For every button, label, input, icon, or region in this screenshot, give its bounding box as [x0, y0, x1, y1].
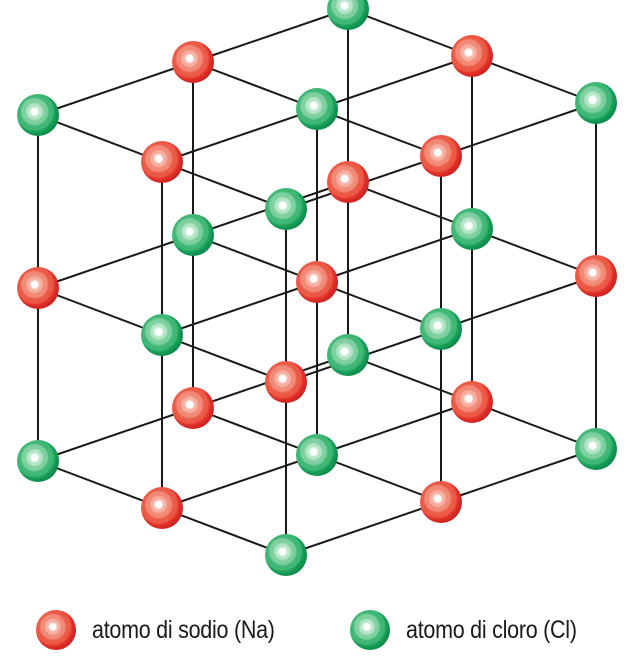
bond-line [37, 61, 194, 116]
bond-line [161, 454, 318, 509]
bond-line [316, 454, 442, 503]
bond-line [347, 181, 473, 230]
bond-line [37, 114, 163, 163]
sodium-atom [17, 267, 59, 309]
sodium-atom [575, 255, 617, 297]
bond-line [316, 281, 442, 330]
bond-line [440, 448, 597, 503]
sodium-atom [296, 261, 338, 303]
bond-line [471, 228, 597, 277]
bond-line [347, 354, 473, 403]
chlorine-atom [575, 82, 617, 124]
sodium-atom [172, 387, 214, 429]
chlorine-atom [420, 308, 462, 350]
bond-line [316, 228, 473, 283]
bond-line [285, 501, 442, 556]
legend-item-sodium: atomo di sodio (Na) [32, 605, 304, 655]
bond-line [192, 407, 318, 456]
sodium-atom-icon [36, 610, 76, 650]
chlorine-atom [141, 314, 183, 356]
legend: atomo di sodio (Na) atomo di cloro (Cl) [0, 605, 631, 655]
bond-line [161, 161, 287, 210]
chlorine-atom [296, 88, 338, 130]
bond-line [316, 108, 442, 157]
sodium-atom [141, 141, 183, 183]
chlorine-atom [327, 334, 369, 376]
chlorine-atom [327, 0, 369, 30]
legend-label-sodium: atomo di sodio (Na) [92, 615, 275, 644]
bond-line [347, 8, 473, 57]
sodium-atom [420, 135, 462, 177]
atoms [17, 0, 617, 576]
sodium-atom [327, 161, 369, 203]
bond-line [37, 287, 163, 336]
bond-line [192, 8, 349, 63]
chlorine-atom [17, 94, 59, 136]
chlorine-atom [575, 428, 617, 470]
bond-line [440, 102, 597, 157]
bond-line [37, 234, 194, 289]
bond-line [161, 281, 318, 336]
chlorine-atom [172, 214, 214, 256]
bond-line [192, 61, 318, 110]
bond-lines [37, 8, 597, 556]
bond-line [37, 460, 163, 509]
sodium-atom [451, 35, 493, 77]
chlorine-atom-icon [350, 610, 390, 650]
chlorine-atom [451, 208, 493, 250]
legend-label-chlorine: atomo di cloro (Cl) [406, 615, 577, 644]
bond-line [161, 507, 287, 556]
bond-line [316, 55, 473, 110]
sodium-atom [451, 381, 493, 423]
sodium-atom [265, 361, 307, 403]
bond-line [192, 234, 318, 283]
chlorine-atom [17, 440, 59, 482]
sodium-atom [420, 481, 462, 523]
legend-item-chlorine: atomo di cloro (Cl) [346, 605, 605, 655]
bond-line [471, 55, 597, 104]
crystal-lattice-diagram [17, 0, 617, 576]
bond-line [161, 334, 287, 383]
chlorine-atom [265, 188, 307, 230]
sodium-atom [172, 41, 214, 83]
sodium-atom [141, 487, 183, 529]
bond-line [471, 401, 597, 450]
bond-line [316, 401, 473, 456]
bond-line [161, 108, 318, 163]
bond-line [440, 275, 597, 330]
chlorine-atom [265, 534, 307, 576]
bond-line [37, 407, 194, 462]
chlorine-atom [296, 434, 338, 476]
